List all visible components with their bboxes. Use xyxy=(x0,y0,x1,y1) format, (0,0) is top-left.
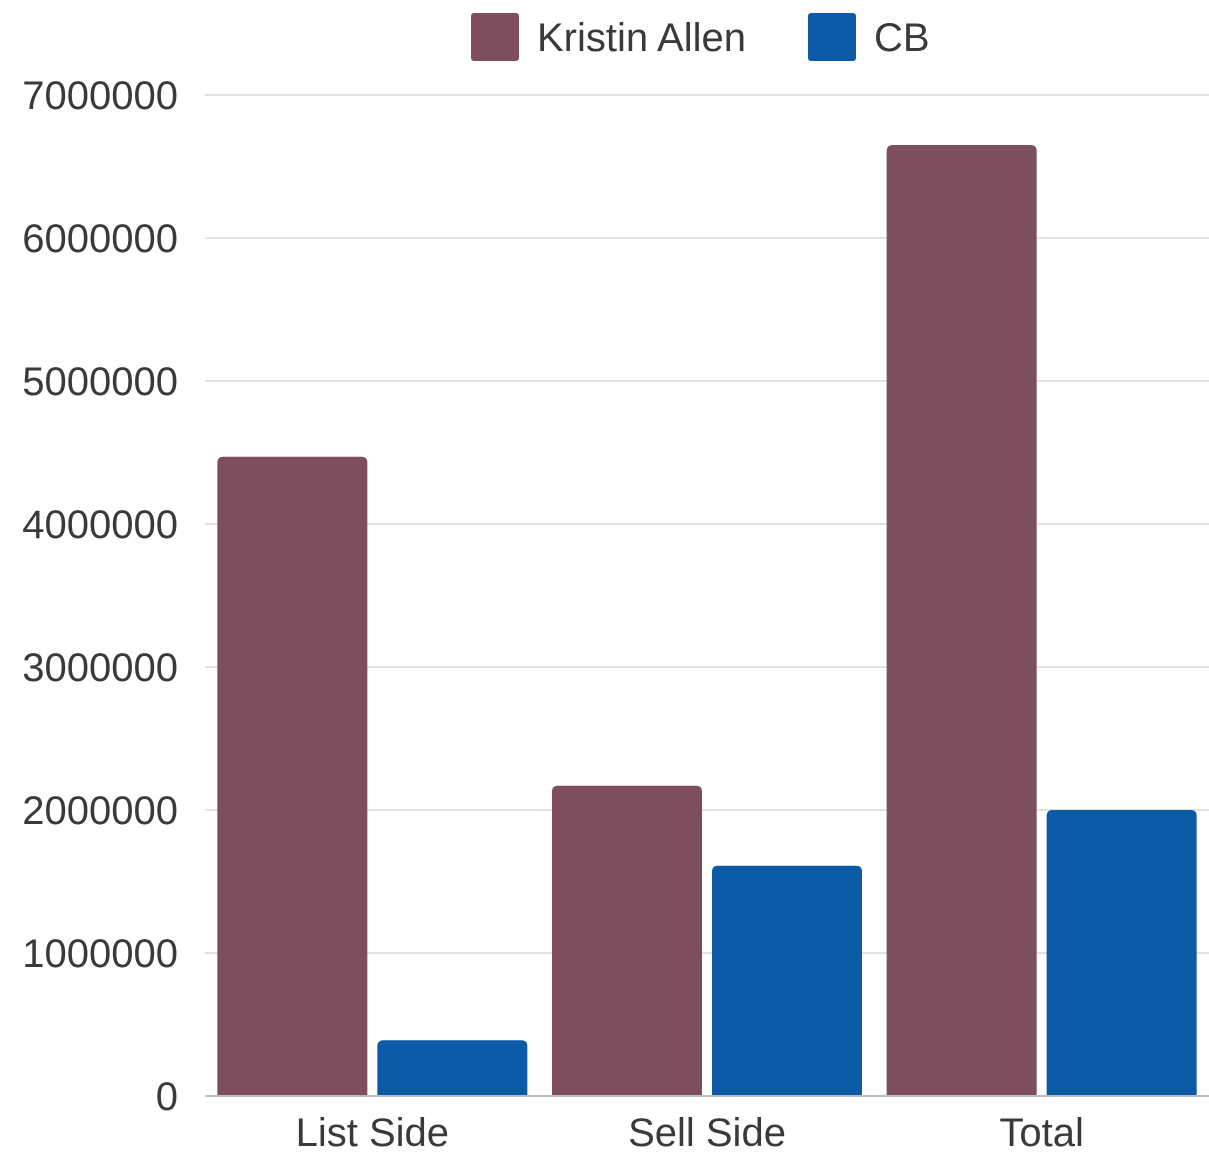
y-axis: 0 1000000 2000000 3000000 4000000 5000000 6000… xyxy=(22,74,178,1119)
y-tick-label: 0 xyxy=(156,1075,178,1119)
bar-kristin-allen-list-side xyxy=(217,456,368,1096)
y-tick-label: 3000000 xyxy=(22,646,178,690)
legend-item-kristin-allen: Kristin Allen xyxy=(471,13,746,61)
legend-item-cb: CB xyxy=(808,13,930,61)
bar-cb-total xyxy=(1046,810,1197,1096)
gridlines xyxy=(205,94,1209,954)
legend-swatch xyxy=(808,13,856,61)
bar-cb-list-side xyxy=(377,1040,528,1096)
y-tick-label: 5000000 xyxy=(22,360,178,404)
legend-swatch xyxy=(471,13,519,61)
x-tick-label: Sell Side xyxy=(628,1111,786,1153)
bar-kristin-allen-total xyxy=(886,145,1037,1097)
y-tick-label: 4000000 xyxy=(22,503,178,547)
bars xyxy=(217,145,1197,1097)
legend: Kristin Allen CB xyxy=(471,13,930,61)
legend-label: CB xyxy=(874,16,930,60)
y-tick-label: 6000000 xyxy=(22,217,178,261)
x-tick-label: List Side xyxy=(296,1111,449,1153)
bar-kristin-allen-sell-side xyxy=(552,785,702,1096)
y-tick-label: 7000000 xyxy=(22,74,178,118)
y-tick-label: 1000000 xyxy=(22,932,178,976)
bar-cb-sell-side xyxy=(712,865,862,1096)
x-axis: List Side Sell Side Total xyxy=(296,1111,1084,1153)
legend-label: Kristin Allen xyxy=(537,16,746,60)
x-tick-label: Total xyxy=(999,1111,1084,1153)
y-tick-label: 2000000 xyxy=(22,789,178,833)
